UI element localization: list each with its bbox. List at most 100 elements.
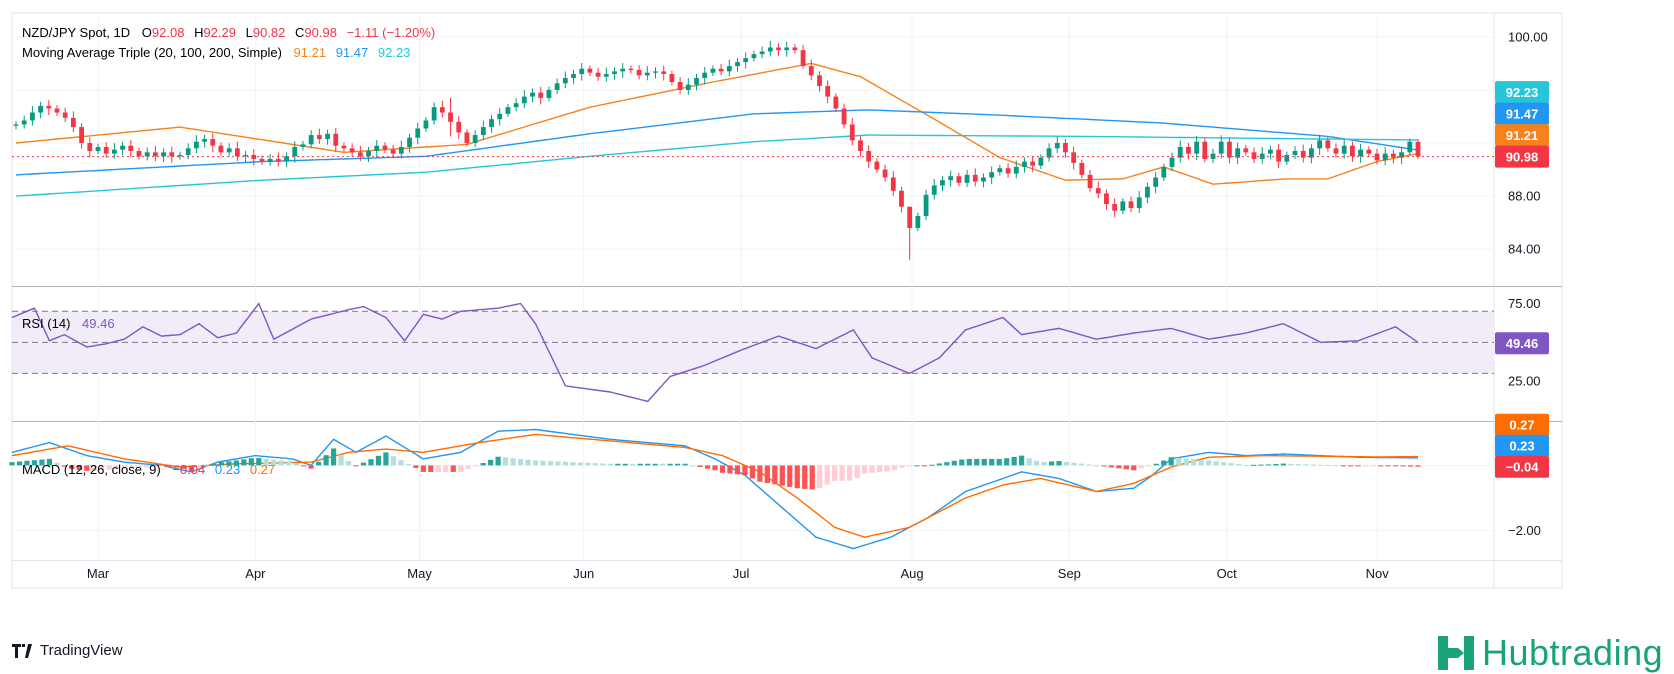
histogram-bar: [1400, 465, 1406, 467]
histogram-bar: [435, 465, 441, 472]
candle-body: [144, 152, 150, 157]
histogram-bar: [99, 465, 105, 470]
macd-hist-value: −0.04: [172, 462, 205, 477]
histogram-bar: [921, 465, 928, 467]
histogram-bar: [847, 465, 853, 481]
y-tick-label: 84.00: [1508, 242, 1541, 257]
histogram-bar: [1280, 463, 1286, 466]
candle-body: [1317, 140, 1323, 149]
histogram-bar: [1258, 464, 1264, 466]
candle-body: [226, 148, 232, 153]
candle-body: [653, 71, 658, 73]
candle-body: [128, 145, 134, 151]
price-tag-ma200-label: 92.23: [1506, 85, 1539, 100]
candle-body: [841, 108, 847, 125]
histogram-bar: [488, 459, 494, 466]
histogram-bar: [1168, 457, 1174, 466]
candle-body: [316, 135, 322, 140]
candle-body: [808, 66, 814, 76]
histogram-bar: [360, 462, 367, 466]
histogram-bar: [1243, 464, 1249, 466]
candle-body: [456, 121, 462, 133]
price-tag-ma100-label: 91.47: [1506, 107, 1539, 122]
candle-body: [858, 140, 863, 151]
candle-body: [1120, 201, 1126, 211]
candle-body: [497, 113, 503, 120]
x-axis[interactable]: Mar Apr May Jun Jul Aug Sep Oct Nov: [12, 560, 1562, 582]
candle-body: [267, 158, 273, 162]
candle-body: [292, 147, 298, 157]
histogram-bar: [450, 465, 456, 472]
histogram-bar: [1228, 463, 1234, 466]
histogram-bar: [428, 465, 434, 472]
high-label: H: [194, 25, 203, 40]
candle-body: [1268, 149, 1273, 154]
macd-legend-label: MACD (12, 26, close, 9): [22, 462, 161, 477]
candle-body: [1186, 147, 1191, 154]
candle-body: [325, 133, 330, 140]
open-label: O: [142, 25, 152, 40]
histogram-bar: [1071, 462, 1077, 466]
histogram-bar: [764, 465, 770, 484]
candle-body: [1415, 141, 1421, 157]
histogram-bar: [637, 463, 643, 466]
candle-body: [1358, 149, 1364, 157]
candle-body: [1079, 162, 1085, 175]
candle-body: [341, 145, 347, 149]
histogram-bar: [1348, 465, 1354, 467]
histogram-bar: [884, 465, 890, 472]
histogram-bar: [480, 463, 486, 466]
histogram-bar: [854, 465, 860, 479]
candle-body: [603, 74, 609, 77]
histogram-bar: [263, 458, 269, 466]
histogram-bar: [188, 465, 195, 471]
low-label: L: [246, 25, 253, 40]
macd-signal-tag: [1495, 413, 1549, 436]
histogram-bar: [278, 460, 284, 466]
histogram-bar: [742, 465, 748, 476]
histogram-bar: [1265, 464, 1272, 466]
candle-body: [1022, 161, 1027, 167]
symbol-label: NZD/JPY Spot, 1D: [22, 25, 130, 40]
candle-body: [1013, 166, 1019, 174]
candle-body: [398, 147, 404, 154]
candle-body: [521, 96, 527, 104]
candle-body: [718, 68, 724, 72]
histogram-bar: [1146, 465, 1152, 467]
histogram-bar: [577, 462, 583, 466]
candle-body: [1325, 140, 1331, 149]
histogram-bar: [1078, 463, 1085, 466]
ma-20-line: [15, 62, 1419, 185]
hubtrading-label: Hubtrading: [1482, 632, 1664, 673]
tradingview-brand[interactable]: TradingView: [12, 642, 123, 659]
histogram-bar: [413, 465, 419, 469]
hubtrading-brand[interactable]: Hubtrading: [1436, 632, 1663, 674]
x-tick-label: Apr: [245, 566, 266, 581]
candle-body: [890, 177, 896, 191]
candle-body: [407, 137, 412, 148]
histogram-bar: [682, 463, 688, 466]
histogram-bar: [622, 463, 628, 466]
macd-tag: [1495, 434, 1549, 457]
histogram-bar: [689, 465, 696, 467]
pane-frames: [11, 12, 1563, 589]
candle-body: [800, 50, 806, 67]
x-tick-label: Aug: [900, 566, 923, 581]
histogram-bar: [338, 454, 344, 466]
candle-body: [1227, 141, 1232, 158]
price-tag-close-label: 90.98: [1506, 150, 1539, 165]
histogram-bar: [24, 460, 30, 466]
candle-body: [1136, 197, 1142, 209]
candle-body: [1063, 143, 1068, 153]
candle-body: [1251, 152, 1257, 159]
histogram-bar: [779, 465, 785, 486]
candle-body: [1104, 193, 1109, 205]
open-value: 92.08: [152, 25, 185, 40]
histogram-bar: [226, 461, 232, 466]
rsi-legend: RSI (14) 49.46: [22, 316, 115, 331]
candle-body: [1350, 145, 1355, 157]
candles[interactable]: [13, 40, 1421, 260]
close-label: C: [295, 25, 304, 40]
histogram-bar: [570, 462, 576, 466]
